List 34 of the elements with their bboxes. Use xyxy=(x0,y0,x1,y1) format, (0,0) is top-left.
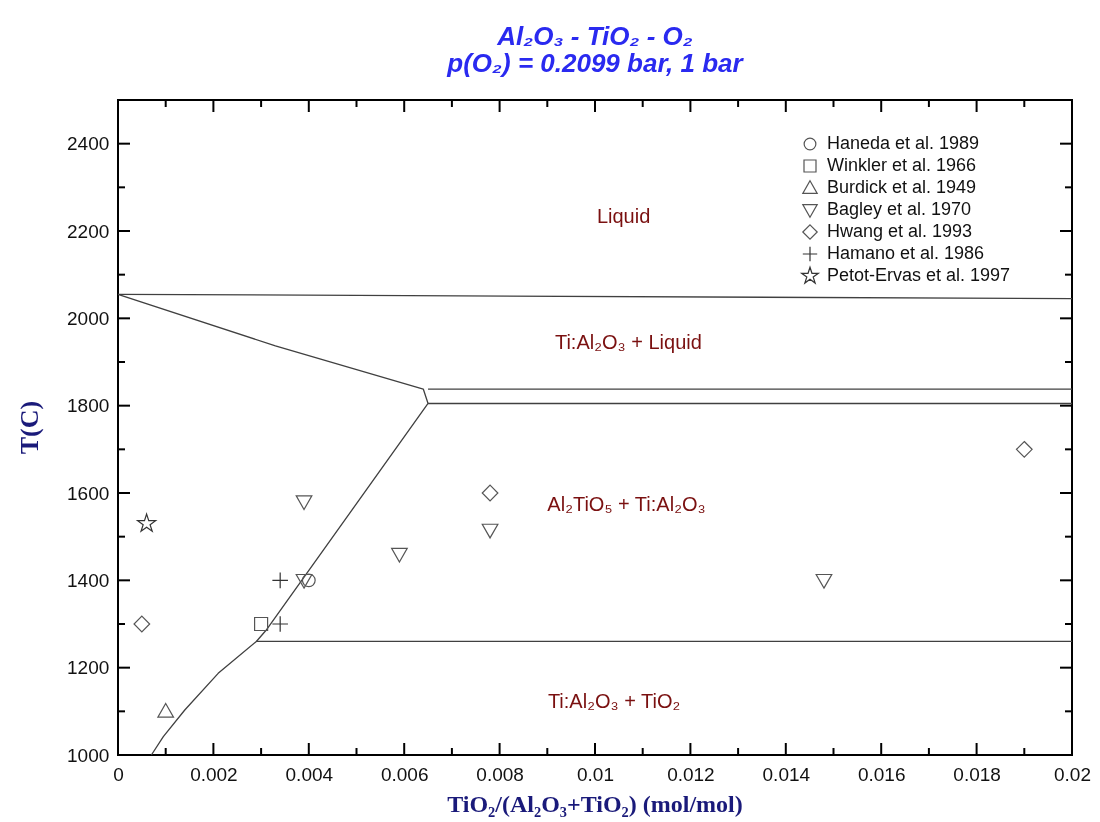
x-tick-label: 0.016 xyxy=(857,763,906,785)
x-tick-label: 0.018 xyxy=(953,763,1001,785)
x-axis-title: TiO₂/(Al₂O₃+TiO₂) (mol/mol) xyxy=(447,791,743,817)
annotation: Liquid xyxy=(596,205,651,228)
x-tick-label: 0.004 xyxy=(285,763,334,785)
legend-label: Burdick et al. 1949 xyxy=(827,176,977,197)
y-tick-label: 1800 xyxy=(67,395,110,417)
x-tick-label: 0.02 xyxy=(1054,763,1091,785)
legend-label: Bagley et al. 1970 xyxy=(827,198,972,219)
legend-label: Haneda et al. 1989 xyxy=(827,132,980,153)
annotation: Al₂TiO₅ + Ti:Al₂O₃ xyxy=(547,493,706,516)
y-tick-label: 1000 xyxy=(67,744,110,766)
y-axis-title: T(C) xyxy=(15,400,44,455)
chart-title: Al₂O₃ - TiO₂ - O₂ xyxy=(496,21,693,51)
y-tick-label: 1200 xyxy=(67,657,110,679)
x-tick-label: 0.01 xyxy=(577,763,614,785)
x-tick-label: 0.012 xyxy=(667,763,715,785)
legend-label: Winkler et al. 1966 xyxy=(827,154,977,175)
y-tick-label: 1400 xyxy=(67,569,110,591)
y-tick-label: 2400 xyxy=(67,133,110,155)
x-tick-label: 0.008 xyxy=(476,763,524,785)
y-tick-label: 1600 xyxy=(67,482,110,504)
y-tick-label: 2200 xyxy=(67,220,110,242)
x-tick-label: 0.006 xyxy=(380,763,429,785)
x-tick-label: 0 xyxy=(113,763,124,785)
x-tick-label: 0.014 xyxy=(762,763,811,785)
annotation: Ti:Al₂O₃ + TiO₂ xyxy=(547,689,681,712)
annotation: Ti:Al₂O₃ + Liquid xyxy=(554,330,702,353)
chart-subtitle: p(O₂) = 0.2099 bar, 1 bar xyxy=(446,48,745,78)
x-tick-label: 0.002 xyxy=(190,763,238,785)
legend-label: Hamano et al. 1986 xyxy=(827,242,985,263)
legend-label: Petot-Ervas et al. 1997 xyxy=(827,264,1011,285)
y-tick-label: 2000 xyxy=(67,307,110,329)
legend-label: Hwang et al. 1993 xyxy=(827,220,973,241)
